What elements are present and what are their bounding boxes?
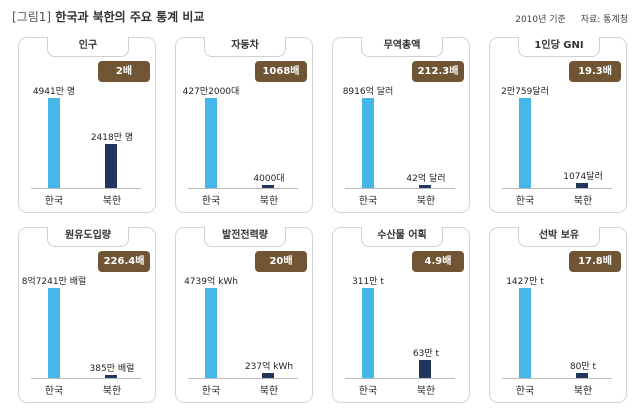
x-axis-line — [345, 378, 455, 379]
category-label: 북한 — [259, 386, 279, 397]
x-axis-line — [502, 188, 612, 189]
category-label: 한국 — [44, 196, 64, 207]
bar-north — [419, 185, 431, 188]
x-axis-line — [188, 188, 298, 189]
panel-title: 원유도입량 — [47, 227, 129, 247]
value-label: 4941만 명 — [32, 87, 76, 97]
ratio-badge: 17.8배 — [569, 251, 621, 272]
data-source: 자료: 통계청 — [580, 15, 628, 25]
figure-title-text: 한국과 북한의 주요 통계 비교 — [55, 10, 205, 24]
figure-header: [그림1] 한국과 북한의 주요 통계 비교 2010년 기준 자료: 통계청 — [12, 8, 628, 28]
x-axis-line — [31, 378, 141, 379]
x-axis-line — [502, 378, 612, 379]
chart-panel: 발전전력량 20배 4739억 kWh 한국 237억 kWh 북한 — [175, 227, 313, 403]
category-label: 북한 — [102, 196, 122, 207]
panel-title: 발전전력량 — [204, 227, 286, 247]
panel-title: 인구 — [47, 37, 129, 57]
value-label: 8억7241만 배럴 — [21, 277, 87, 287]
value-label: 8916억 달러 — [342, 87, 394, 97]
base-year: 2010년 기준 — [515, 15, 566, 25]
bar-north — [262, 373, 274, 378]
figure-title: [그림1] 한국과 북한의 주요 통계 비교 — [12, 8, 204, 25]
bar-south — [205, 288, 217, 378]
figure-meta: 2010년 기준 자료: 통계청 — [515, 12, 628, 25]
bar-north — [576, 373, 588, 378]
chart-panel: 선박 보유 17.8배 1427만 t 한국 80만 t 북한 — [489, 227, 627, 403]
category-label: 한국 — [201, 386, 221, 397]
value-label: 1074달러 — [563, 172, 603, 182]
ratio-badge: 19.3배 — [569, 61, 621, 82]
ratio-badge: 212.3배 — [412, 61, 464, 82]
value-label: 4739억 kWh — [184, 277, 238, 287]
bar-north — [262, 185, 274, 188]
category-label: 북한 — [573, 386, 593, 397]
bar-north — [576, 183, 588, 188]
value-label: 63만 t — [412, 349, 440, 359]
bar-north — [419, 360, 431, 378]
bar-south — [362, 98, 374, 188]
bar-south — [205, 98, 217, 188]
category-label: 북한 — [259, 196, 279, 207]
ratio-badge: 226.4배 — [98, 251, 150, 272]
category-label: 북한 — [416, 386, 436, 397]
category-label: 북한 — [416, 196, 436, 207]
x-axis-line — [345, 188, 455, 189]
bar-north — [105, 375, 117, 378]
panel-title: 1인당 GNI — [518, 37, 600, 57]
value-label: 237억 kWh — [244, 362, 294, 372]
ratio-badge: 4.9배 — [412, 251, 464, 272]
bar-south — [48, 98, 60, 188]
panel-title: 무역총액 — [361, 37, 443, 57]
value-label: 80만 t — [569, 362, 597, 372]
bar-south — [519, 288, 531, 378]
panel-title: 선박 보유 — [518, 227, 600, 247]
category-label: 한국 — [515, 196, 535, 207]
bar-south — [48, 288, 60, 378]
chart-panel: 수산물 어획 4.9배 311만 t 한국 63만 t 북한 — [332, 227, 470, 403]
ratio-badge: 2배 — [98, 61, 150, 82]
category-label: 한국 — [44, 386, 64, 397]
ratio-badge: 20배 — [255, 251, 307, 272]
category-label: 한국 — [201, 196, 221, 207]
figure-tag: [그림1] — [12, 10, 52, 24]
value-label: 385만 배럴 — [89, 364, 135, 374]
x-axis-line — [188, 378, 298, 379]
category-label: 한국 — [358, 196, 378, 207]
value-label: 311만 t — [352, 277, 384, 287]
value-label: 42억 달러 — [406, 174, 446, 184]
x-axis-line — [31, 188, 141, 189]
value-label: 1427만 t — [506, 277, 544, 287]
bar-south — [362, 288, 374, 378]
bar-north — [105, 144, 117, 188]
category-label: 북한 — [573, 196, 593, 207]
value-label: 427만2000대 — [182, 87, 240, 97]
ratio-badge: 1068배 — [255, 61, 307, 82]
value-label: 2만759달러 — [501, 87, 549, 97]
bar-south — [519, 98, 531, 188]
category-label: 한국 — [358, 386, 378, 397]
value-label: 2418만 명 — [90, 133, 134, 143]
value-label: 4000대 — [253, 174, 285, 184]
category-label: 한국 — [515, 386, 535, 397]
panel-title: 자동차 — [204, 37, 286, 57]
panel-title: 수산물 어획 — [361, 227, 443, 247]
category-label: 북한 — [102, 386, 122, 397]
